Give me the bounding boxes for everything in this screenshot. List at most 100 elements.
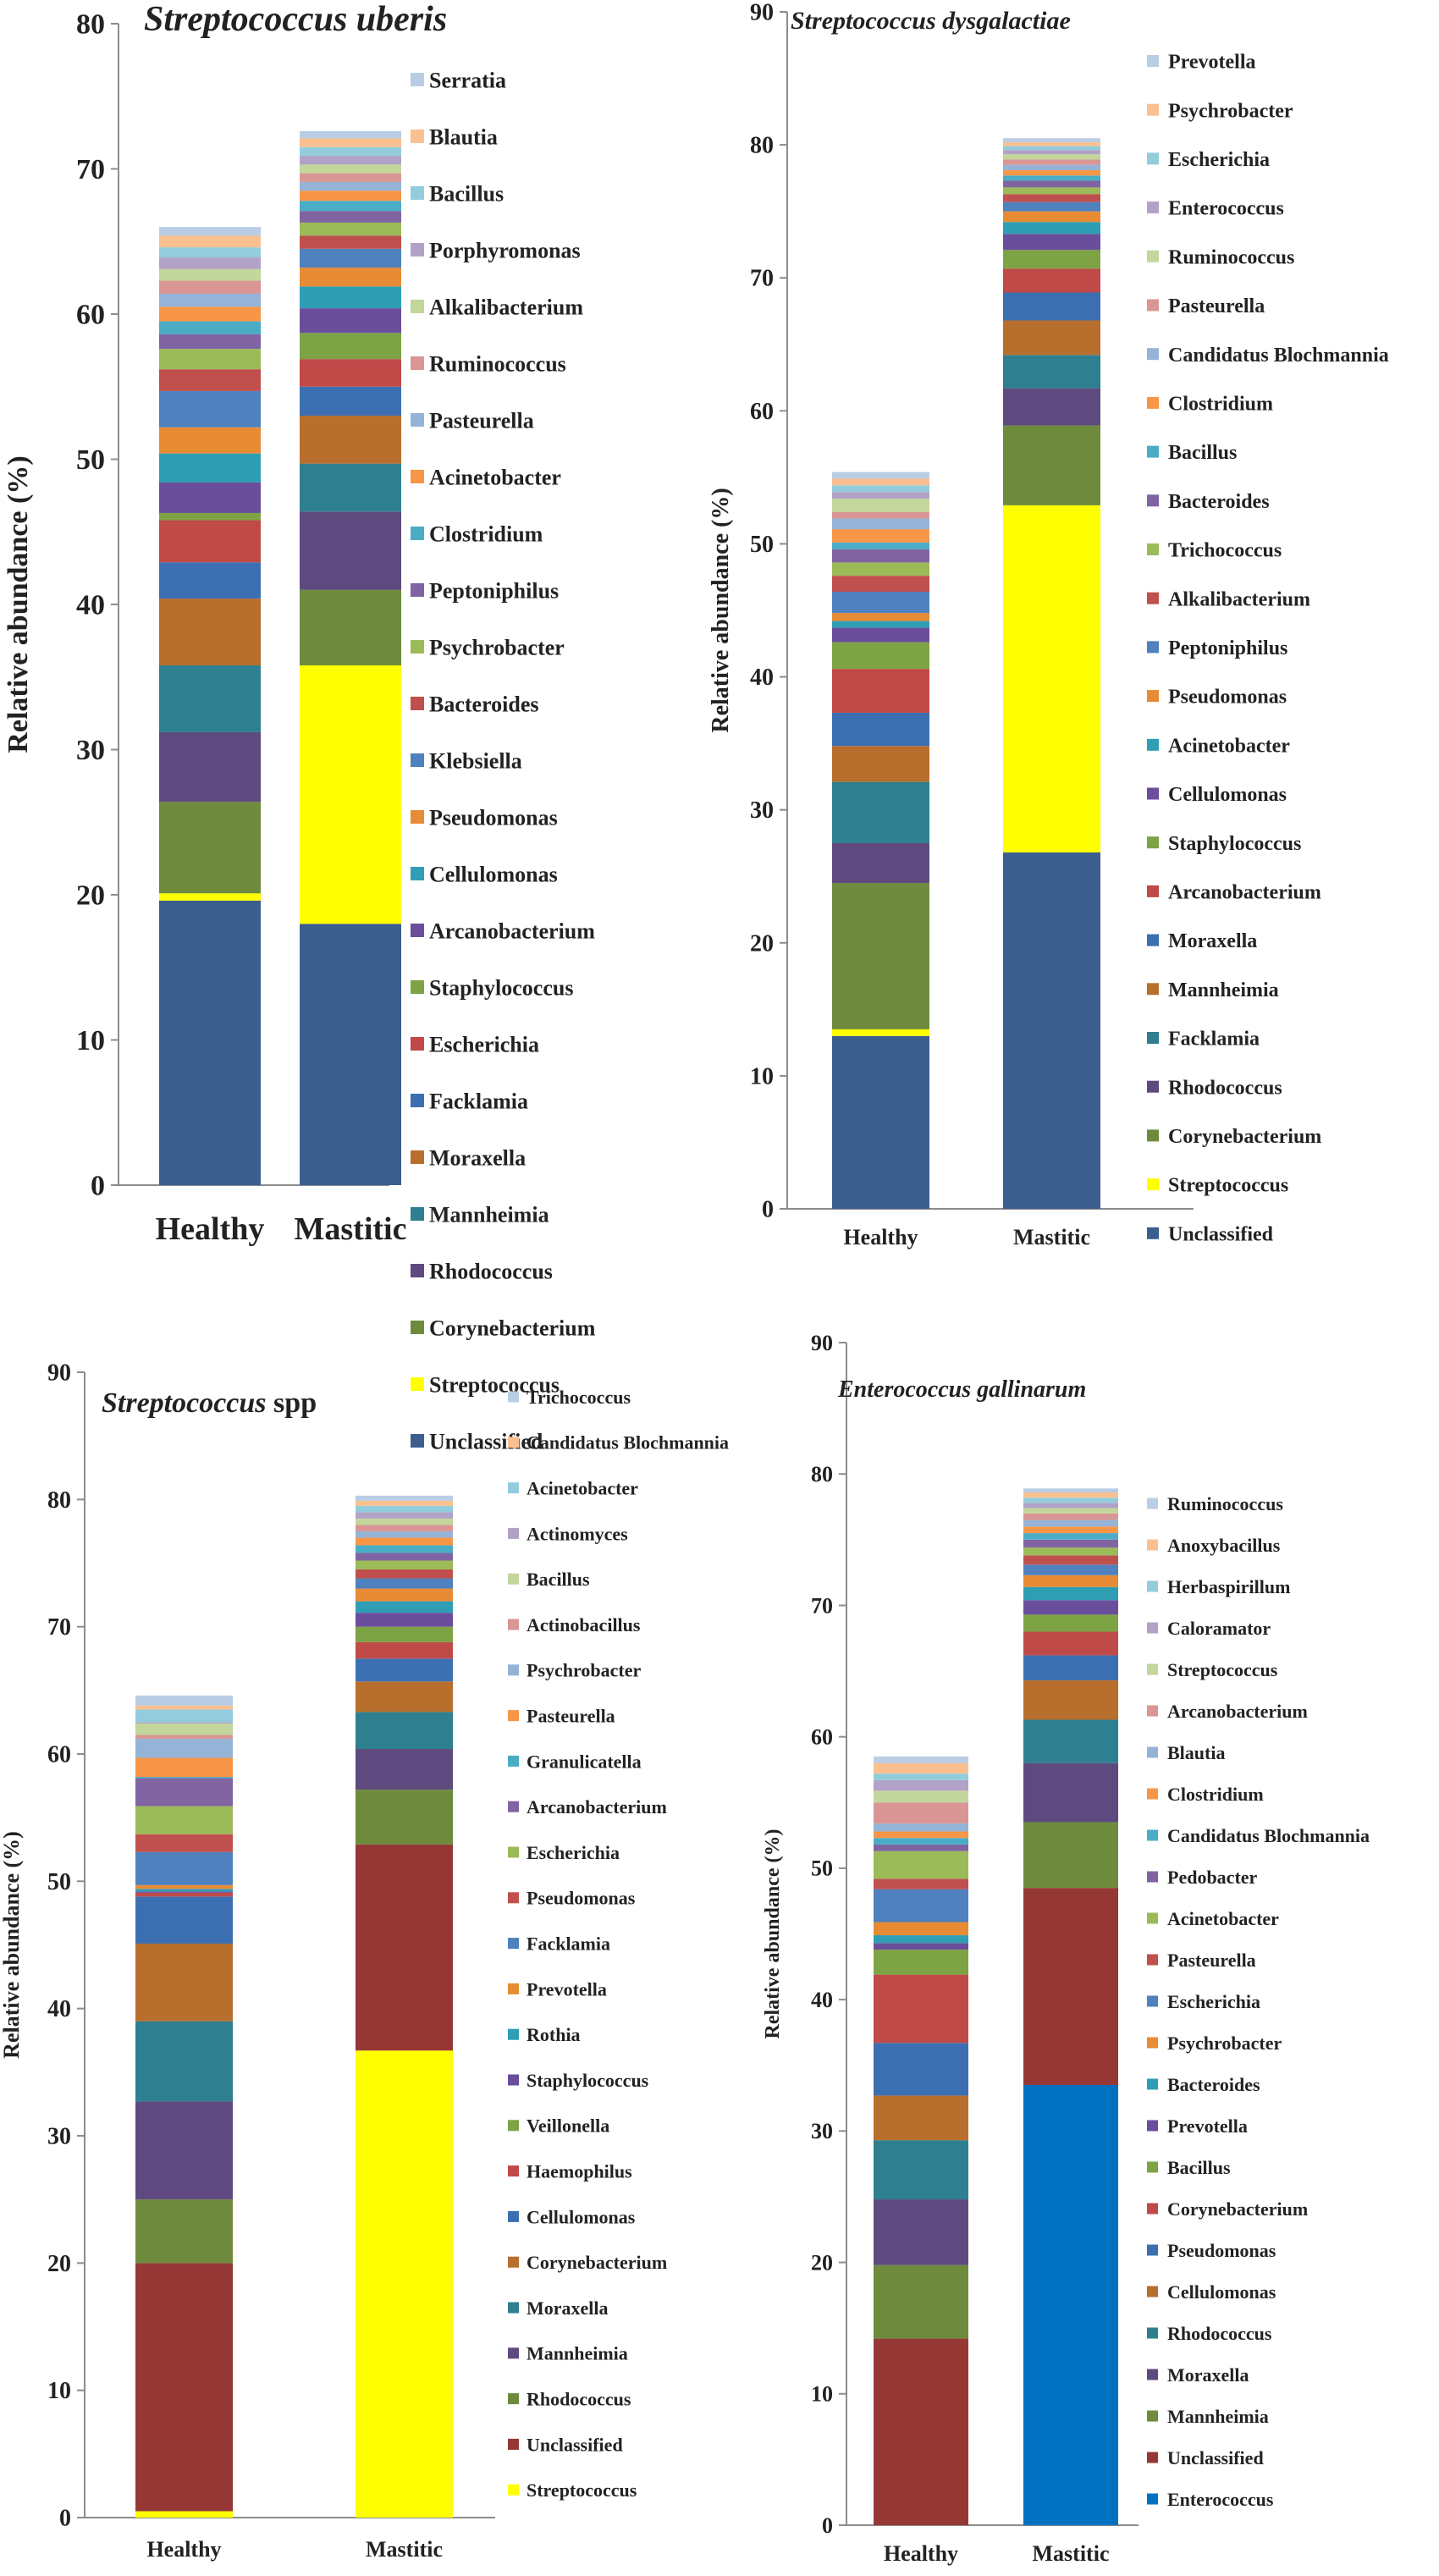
legend-label-facklamia: Facklamia (1168, 1029, 1260, 1051)
bar-segment-healthy-rhodococcus (159, 731, 261, 803)
bar-segment-mastitic-cellulomonas (356, 1658, 453, 1682)
y-tick-label: 70 (811, 1593, 833, 1618)
y-tick-label: 50 (76, 444, 105, 476)
bar-segment-healthy-alkalibacterium (159, 268, 261, 281)
bar-segment-mastitic-pedobacter (1023, 1539, 1118, 1548)
legend-swatch-escherichia (508, 1846, 519, 1858)
bar-segment-mastitic-acinetobacter (1023, 1547, 1118, 1556)
bar-segment-healthy-peptoniphilus (159, 334, 261, 350)
legend-label-veillonella: Veillonella (527, 2115, 609, 2137)
chart-title: Streptococcus uberis (144, 0, 447, 39)
y-tick-label: 80 (811, 1462, 833, 1487)
legend-label-clostridium: Clostridium (1167, 1784, 1264, 1805)
y-axis-label: Relative abundance (%) (0, 1831, 24, 2059)
bar-segment-healthy-streptococcus (832, 1029, 929, 1036)
bar-segment-healthy-clostridium (159, 321, 261, 335)
legend-label-cellulomonas: Cellulomonas (527, 2206, 636, 2227)
bar-segment-mastitic-granulicatella (356, 1545, 453, 1553)
legend-swatch-klebsiella (411, 753, 424, 767)
bar-segment-mastitic-haemophilus (356, 1641, 453, 1659)
bar-segment-healthy-acinetobacter (874, 1851, 968, 1879)
y-tick-label: 40 (76, 590, 105, 621)
chart-streptococcus-spp: 0 10 20 30 40 50 60 70 80 90 Relative abundance (%… (0, 1360, 729, 2562)
bar-segment-healthy-pasteurella (832, 511, 929, 519)
legend-swatch-peptoniphilus (1147, 641, 1159, 654)
bar-segment-healthy-candidatus-blochmannia (832, 518, 929, 530)
y-tick-label: 80 (750, 133, 774, 159)
bar-segment-mastitic-pseudomonas (356, 1569, 453, 1579)
bar-segment-mastitic-prevotella (356, 1588, 453, 1602)
y-tick-label: 30 (76, 735, 105, 766)
bar-segment-mastitic-facklamia (1003, 355, 1100, 389)
legend-label-enterococcus: Enterococcus (1167, 2489, 1274, 2510)
y-tick-label: 60 (47, 1742, 71, 1768)
legend-label-actinomyces: Actinomyces (527, 1523, 628, 1544)
bar-segment-mastitic-pasteurella (1023, 1555, 1118, 1565)
y-tick-label: 10 (750, 1063, 774, 1089)
legend-swatch-mannheimia (508, 2347, 519, 2359)
bar-segment-healthy-escherichia (874, 1889, 968, 1922)
bar-segment-mastitic-corynebacterium (1003, 425, 1100, 505)
bar-segment-healthy-bacteroides (832, 549, 929, 563)
legend-swatch-facklamia (411, 1094, 424, 1107)
bar-segment-healthy-cellulomonas (135, 1896, 233, 1944)
bar-segment-healthy-bacillus (832, 542, 929, 549)
bar-segment-healthy-cellulomonas (874, 2095, 968, 2141)
y-tick-label: 0 (91, 1171, 105, 1202)
bar-segment-healthy-alkalibacterium (832, 576, 929, 593)
legend-swatch-blautia (1147, 1746, 1158, 1758)
legend-label-mannheimia: Mannheimia (429, 1202, 549, 1227)
legend-label-alkalibacterium: Alkalibacterium (429, 295, 583, 319)
legend-swatch-staphylococcus (411, 980, 424, 994)
bar-segment-healthy-pasteurella (135, 1757, 233, 1778)
y-tick-label: 60 (811, 1725, 833, 1750)
bar-segment-healthy-pseudomonas (874, 2043, 968, 2096)
legend-label-enterococcus: Enterococcus (1168, 198, 1284, 220)
y-tick-label: 50 (47, 1869, 71, 1895)
legend-label-bacteroides: Bacteroides (429, 692, 539, 716)
bar-segment-mastitic-escherichia (1003, 146, 1100, 151)
bar-segment-mastitic-mannheimia (300, 463, 401, 512)
legend-label-rhodococcus: Rhodococcus (527, 2389, 631, 2410)
legend-label-pasteurella: Pasteurella (1167, 1950, 1256, 1971)
x-tick-label: Mastitic (366, 2537, 443, 2562)
bar-segment-healthy-psychrobacter (135, 1738, 233, 1758)
y-tick-label: 40 (811, 1988, 833, 2012)
y-axis-label: Relative abundance (%) (762, 1829, 784, 2039)
legend-swatch-unclassified (411, 1434, 424, 1448)
bar-segment-healthy-actinobacillus (135, 1735, 233, 1739)
legend-swatch-moraxella (1147, 2369, 1158, 2380)
y-tick-label: 80 (47, 1487, 71, 1514)
legend-swatch-pseudomonas (508, 1892, 519, 1904)
bar-segment-healthy-prevotella (135, 1884, 233, 1889)
bar-segment-healthy-facklamia (159, 562, 261, 599)
bar-segment-mastitic-candidatus-blochmannia (356, 1500, 453, 1506)
legend-label-arcanobacterium: Arcanobacterium (1168, 882, 1321, 904)
legend-label-ruminococcus: Ruminococcus (1168, 246, 1294, 268)
bar-segment-healthy-streptococcus (135, 2511, 233, 2518)
bar-segment-mastitic-caloramator (1023, 1503, 1118, 1509)
legend-label-bacillus: Bacillus (1167, 2157, 1231, 2178)
bar-segment-healthy-candidatus-blochmannia (874, 1838, 968, 1845)
bar-segment-healthy-peptoniphilus (832, 592, 929, 614)
y-tick-label: 60 (750, 399, 774, 425)
legend-swatch-serratia (411, 73, 424, 86)
legend-swatch-blautia (411, 130, 424, 143)
bar-segment-mastitic-bacillus (356, 1518, 453, 1525)
legend-label-candidatus-blochmannia: Candidatus Blochmannia (1167, 1825, 1370, 1846)
bar-segment-healthy-mannheimia (159, 665, 261, 732)
legend-swatch-escherichia (1147, 152, 1159, 165)
legend-label-bacteroides: Bacteroides (1167, 2074, 1260, 2095)
legend-swatch-clostridium (411, 527, 424, 540)
legend-swatch-bacteroides (1147, 2078, 1158, 2090)
bar-segment-mastitic-moraxella (356, 1712, 453, 1749)
bar-segment-mastitic-facklamia (356, 1578, 453, 1589)
legend-swatch-arcanobacterium (411, 924, 424, 937)
bar-segment-mastitic-moraxella (1023, 1762, 1118, 1823)
bar-segment-mastitic-bacteroides (1023, 1586, 1118, 1601)
legend-label-serratia: Serratia (429, 68, 506, 92)
y-tick-label: 20 (811, 2250, 833, 2275)
legend-label-cellulomonas: Cellulomonas (429, 862, 558, 886)
legend-label-corynebacterium: Corynebacterium (1167, 2198, 1308, 2220)
